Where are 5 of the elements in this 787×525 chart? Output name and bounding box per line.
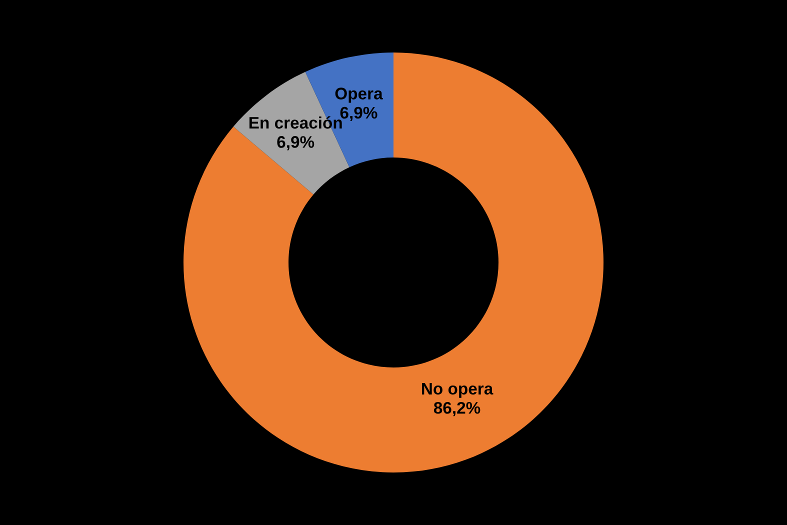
slice-label: No opera	[422, 382, 494, 398]
data-label: 86,2%	[434, 402, 480, 416]
data-label: 6,9%	[340, 106, 378, 122]
slice-label: Opera	[335, 88, 383, 103]
data-label: 6,9%	[277, 136, 314, 150]
